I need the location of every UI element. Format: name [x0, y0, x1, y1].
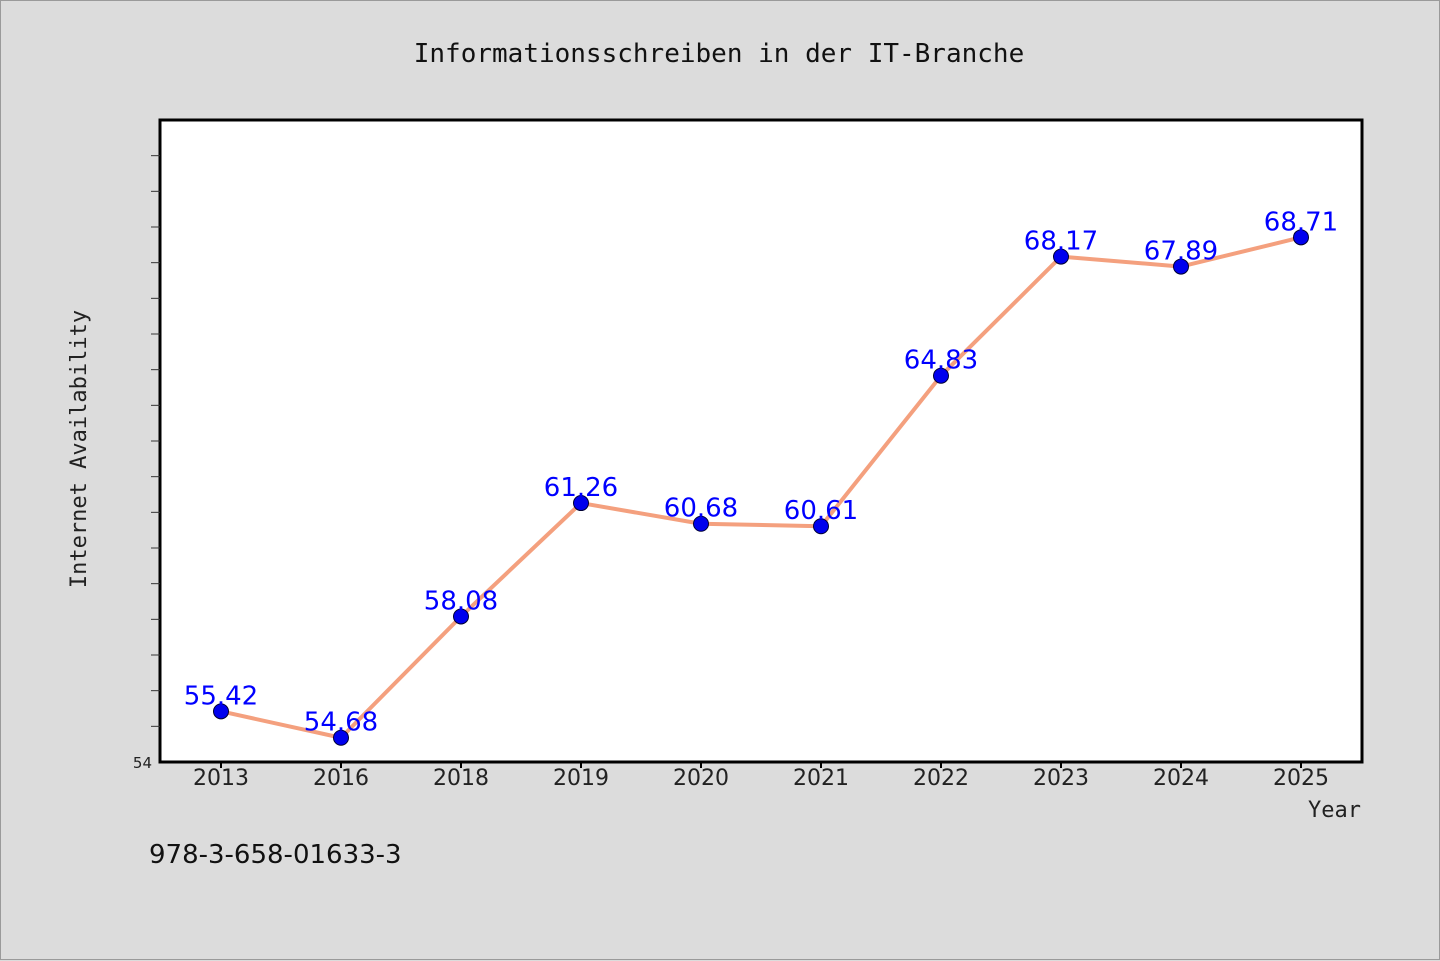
x-tick-label: 2025 — [1273, 766, 1329, 791]
data-label: 54.68 — [304, 708, 378, 738]
series-line — [219, 235, 1303, 740]
data-label: 67.89 — [1144, 237, 1218, 267]
x-tick-label: 2021 — [793, 766, 849, 791]
y-axis-title: Internet Availability — [67, 310, 92, 588]
data-point — [1173, 258, 1189, 275]
x-tick-label: 2019 — [553, 766, 609, 791]
data-label: 68.71 — [1264, 207, 1338, 237]
data-point — [813, 518, 829, 535]
x-tick-label: 2018 — [433, 766, 489, 791]
data-point — [453, 608, 469, 625]
data-label: 55.42 — [184, 681, 258, 711]
y-axis-ticks — [151, 155, 160, 727]
chart-title: Informationsschreiben in der IT-Branche — [414, 39, 1024, 69]
data-label: 61.26 — [544, 473, 618, 503]
x-axis-ticks: 2013 2016 2018 2019 2020 2021 2022 2023 2024 2025 — [193, 762, 1329, 791]
x-tick-label: 2023 — [1033, 766, 1089, 791]
x-tick-label: 2016 — [313, 766, 369, 791]
x-tick-label: 2020 — [673, 766, 729, 791]
data-label: 58.08 — [424, 586, 498, 616]
data-label: 68.17 — [1024, 227, 1098, 257]
x-tick-label: 2022 — [913, 766, 969, 791]
data-point — [933, 367, 949, 384]
data-label: 60.61 — [784, 496, 858, 526]
data-point — [1293, 229, 1309, 246]
plot-area — [158, 118, 1364, 764]
data-point — [693, 515, 709, 532]
data-label: 64.83 — [904, 346, 978, 376]
data-label: 60.68 — [664, 494, 738, 524]
data-point — [213, 703, 229, 720]
isbn-footer: 978-3-658-01633-3 — [149, 840, 402, 870]
data-point — [333, 729, 349, 746]
x-tick-label: 2013 — [193, 766, 249, 791]
data-label-layer: 55.42 54.68 58.08 61.26 60.68 60.61 64.83 68.17… — [184, 207, 1338, 737]
x-axis-title: Year — [1308, 798, 1361, 823]
y-tick-label: 54 — [133, 754, 152, 772]
x-tick-label: 2024 — [1153, 766, 1209, 791]
data-point — [573, 495, 589, 512]
data-point — [1053, 248, 1069, 265]
series-layer — [213, 229, 1309, 746]
